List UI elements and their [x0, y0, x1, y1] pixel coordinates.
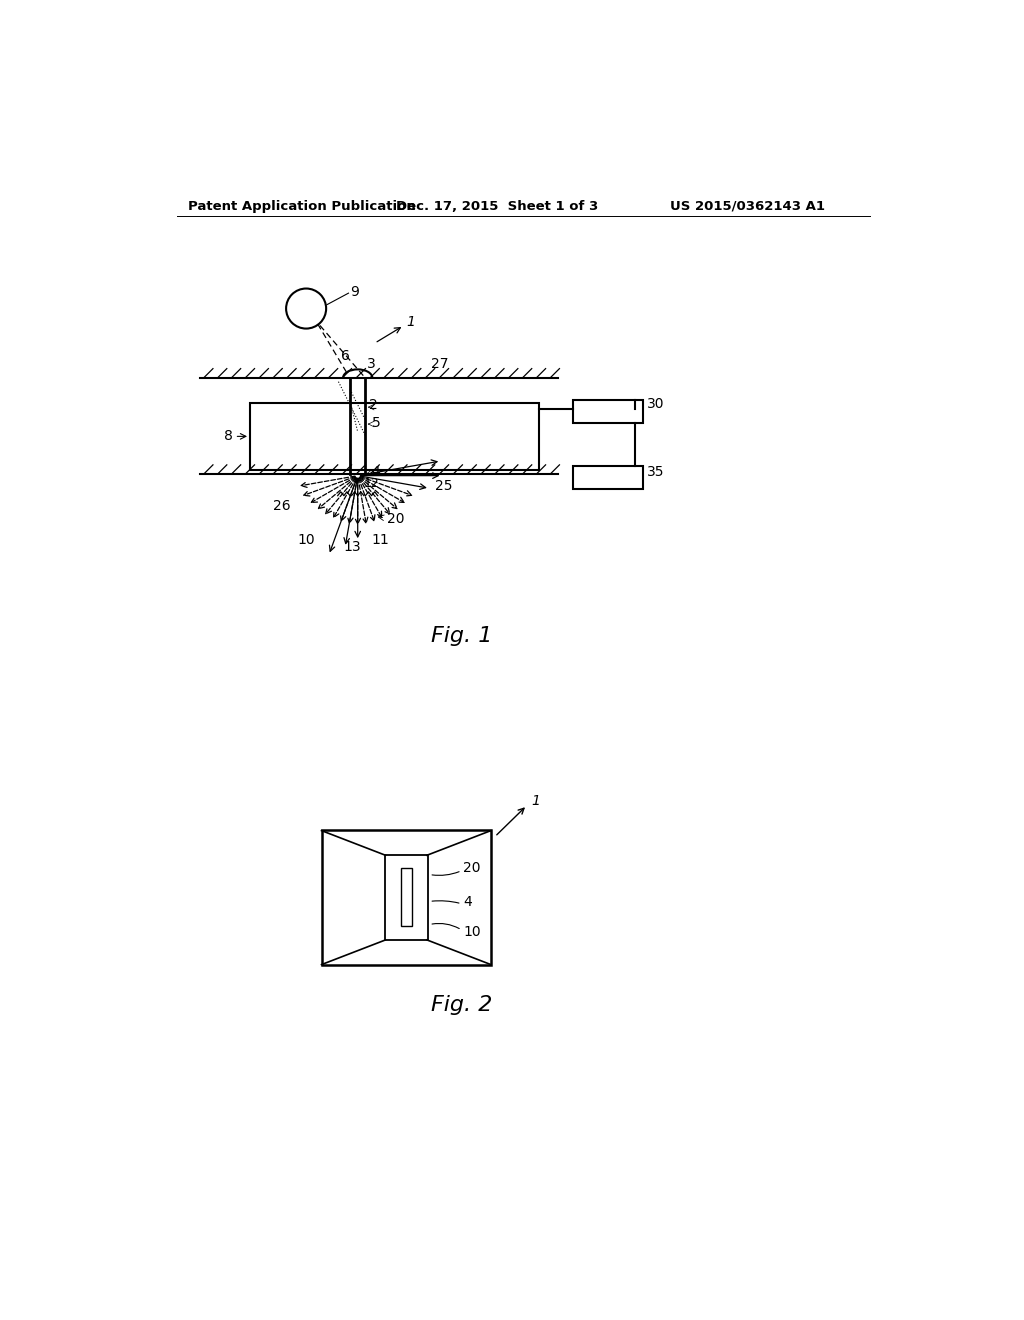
Bar	[385, 855, 428, 940]
Text: 6: 6	[341, 350, 349, 363]
Text: Fig. 2: Fig. 2	[431, 995, 493, 1015]
Text: 4: 4	[372, 465, 380, 479]
Text: 8: 8	[224, 429, 233, 444]
Text: 9: 9	[350, 285, 358, 298]
Text: US 2015/0362143 A1: US 2015/0362143 A1	[670, 199, 824, 213]
Bar	[573, 400, 643, 424]
Text: 20: 20	[387, 512, 404, 525]
Bar	[573, 466, 643, 488]
Text: 35: 35	[646, 465, 664, 479]
Text: 11: 11	[372, 532, 389, 546]
Text: 3: 3	[367, 356, 376, 371]
Text: 30: 30	[646, 397, 664, 411]
Text: Fig. 1: Fig. 1	[431, 626, 493, 645]
Text: 25: 25	[435, 479, 453, 492]
Text: Patent Application Publication: Patent Application Publication	[188, 199, 416, 213]
Bar	[250, 404, 539, 470]
Bar	[400, 869, 412, 927]
Text: 2: 2	[370, 397, 378, 412]
Text: 10: 10	[463, 925, 481, 940]
Text: 1: 1	[531, 795, 540, 808]
Text: 20: 20	[463, 862, 480, 875]
Text: 5: 5	[372, 416, 380, 429]
Text: Dec. 17, 2015  Sheet 1 of 3: Dec. 17, 2015 Sheet 1 of 3	[396, 199, 598, 213]
Text: 13: 13	[344, 540, 361, 554]
Text: 4: 4	[463, 895, 472, 909]
Text: 26: 26	[273, 499, 291, 513]
Text: 27: 27	[431, 356, 449, 371]
Text: 1: 1	[407, 315, 415, 330]
Bar	[322, 830, 490, 965]
Text: 10: 10	[298, 532, 315, 546]
Text: 12: 12	[364, 477, 380, 490]
